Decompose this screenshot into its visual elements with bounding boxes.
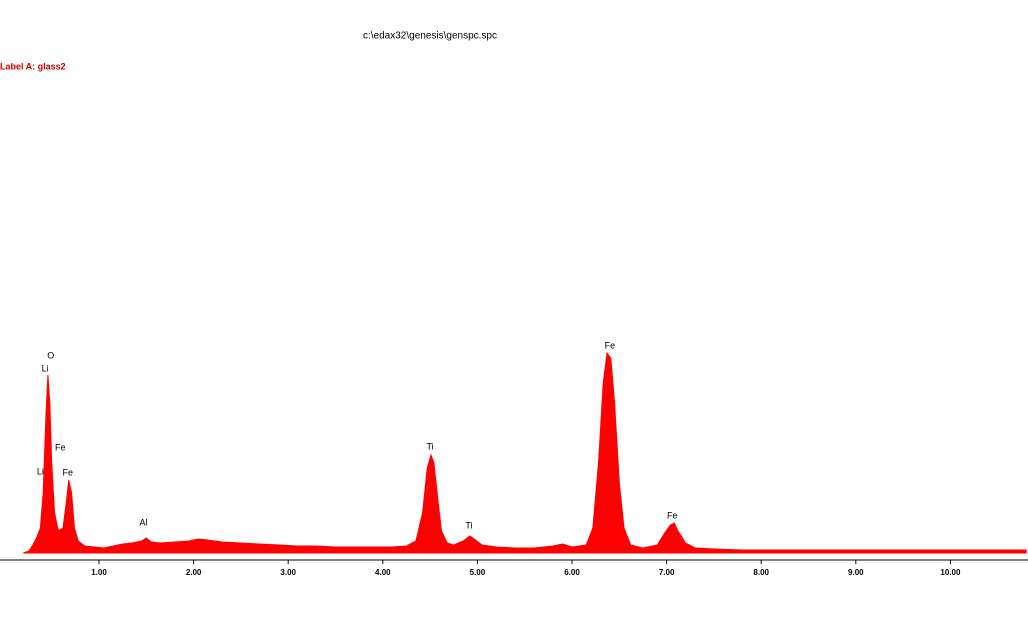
peak-label: Al xyxy=(139,517,147,527)
peak-label: Fe xyxy=(55,442,66,452)
peak-label: Li xyxy=(37,466,44,476)
peak-label: Fe xyxy=(667,510,678,520)
x-tick-label: 1.00 xyxy=(91,568,107,577)
spectrum-area xyxy=(23,351,1027,554)
peak-label: Fe xyxy=(63,467,74,477)
x-tick-label: 3.00 xyxy=(280,568,296,577)
x-tick-label: 9.00 xyxy=(848,568,864,577)
x-tick-label: 7.00 xyxy=(659,568,675,577)
peak-label: Fe xyxy=(605,340,616,350)
peak-label: Ti xyxy=(427,441,434,451)
x-tick-label: 10.00 xyxy=(940,568,961,577)
peak-label: Li xyxy=(42,363,49,373)
x-tick-label: 8.00 xyxy=(753,568,769,577)
peak-label: Ti xyxy=(465,520,472,530)
x-tick-label: 2.00 xyxy=(186,568,202,577)
x-tick-label: 6.00 xyxy=(564,568,580,577)
chart-title: c:\edax32\genesis\genspc.spc xyxy=(363,31,497,42)
peak-label: O xyxy=(47,350,54,360)
chart-subtitle: Label A: glass2 xyxy=(0,61,66,71)
x-tick-label: 4.00 xyxy=(375,568,391,577)
x-tick-label: 5.00 xyxy=(470,568,486,577)
